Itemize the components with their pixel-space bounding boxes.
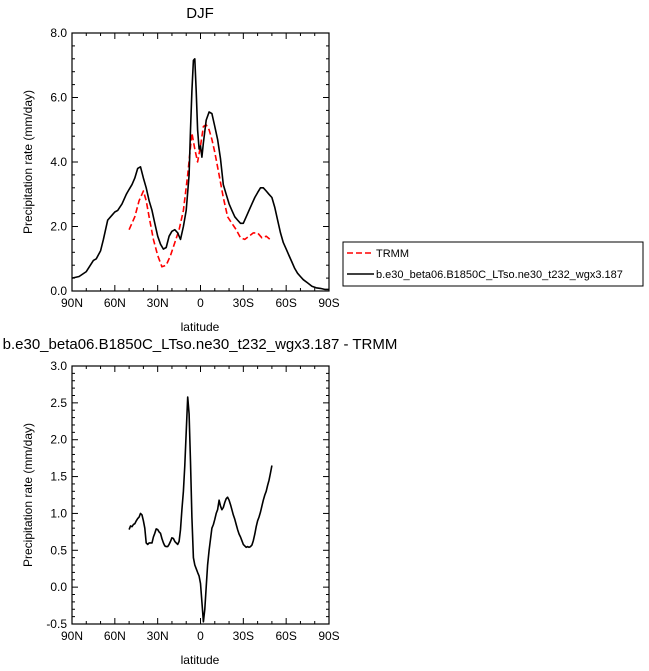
- y-tick-label: 0.0: [50, 580, 67, 594]
- y-tick-label: 4.0: [50, 155, 67, 169]
- y-tick-label: 6.0: [50, 91, 67, 105]
- x-axis-label: latitude: [181, 653, 220, 667]
- y-tick-label: 1.5: [50, 470, 67, 484]
- y-tick-label: 2.0: [50, 433, 67, 447]
- chart-title: DJF: [186, 5, 214, 22]
- x-tick-label: 30S: [233, 629, 254, 643]
- y-tick-label: 0.0: [50, 284, 67, 298]
- x-tick-label: 90S: [318, 629, 339, 643]
- series-line-difference: [128, 396, 273, 623]
- x-tick-label: 30N: [147, 629, 169, 643]
- x-axis-label: latitude: [181, 320, 220, 334]
- y-tick-label: -0.5: [46, 617, 67, 631]
- x-tick-label: 60S: [275, 296, 296, 310]
- y-tick-label: 2.5: [50, 396, 67, 410]
- x-tick-label: 0: [197, 296, 204, 310]
- chart-title: b.e30_beta06.B1850C_LTso.ne30_t232_wgx3.…: [3, 336, 398, 353]
- x-tick-label: 60S: [275, 629, 296, 643]
- x-tick-label: 60N: [104, 629, 126, 643]
- y-axis-label: Precipitation rate (mm/day): [21, 90, 35, 234]
- legend: TRMM b.e30_beta06.B1850C_LTso.ne30_t232_…: [342, 241, 644, 287]
- x-tick-label: 0: [197, 629, 204, 643]
- x-tick-label: 30N: [147, 296, 169, 310]
- x-tick-label: 60N: [104, 296, 126, 310]
- y-tick-label: 2.0: [50, 220, 67, 234]
- y-tick-label: 8.0: [50, 26, 67, 40]
- x-tick-label: 30S: [233, 296, 254, 310]
- series-line-b-e30-beta06-b1850c-ltso-ne30-t232-wgx3-187: [71, 57, 329, 291]
- y-tick-label: 0.5: [50, 543, 67, 557]
- plot-frame: [71, 365, 330, 625]
- y-tick-label: 3.0: [50, 359, 67, 373]
- legend-label-trmm: TRMM: [376, 248, 409, 260]
- y-axis-label: Precipitation rate (mm/day): [21, 423, 35, 567]
- x-tick-label: 90N: [61, 629, 83, 643]
- series-line-trmm: [128, 124, 273, 268]
- x-tick-label: 90N: [61, 296, 83, 310]
- chart-panel-difference: b.e30_beta06.B1850C_LTso.ne30_t232_wgx3.…: [3, 336, 398, 667]
- x-tick-label: 90S: [318, 296, 339, 310]
- legend-box: [342, 241, 644, 287]
- plot-frame: [71, 32, 330, 292]
- legend-label-model: b.e30_beta06.B1850C_LTso.ne30_t232_wgx3.…: [376, 269, 623, 281]
- chart-panel-djf: DJF Precipitation rate (mm/day) latitude…: [21, 5, 644, 334]
- y-tick-label: 1.0: [50, 506, 67, 520]
